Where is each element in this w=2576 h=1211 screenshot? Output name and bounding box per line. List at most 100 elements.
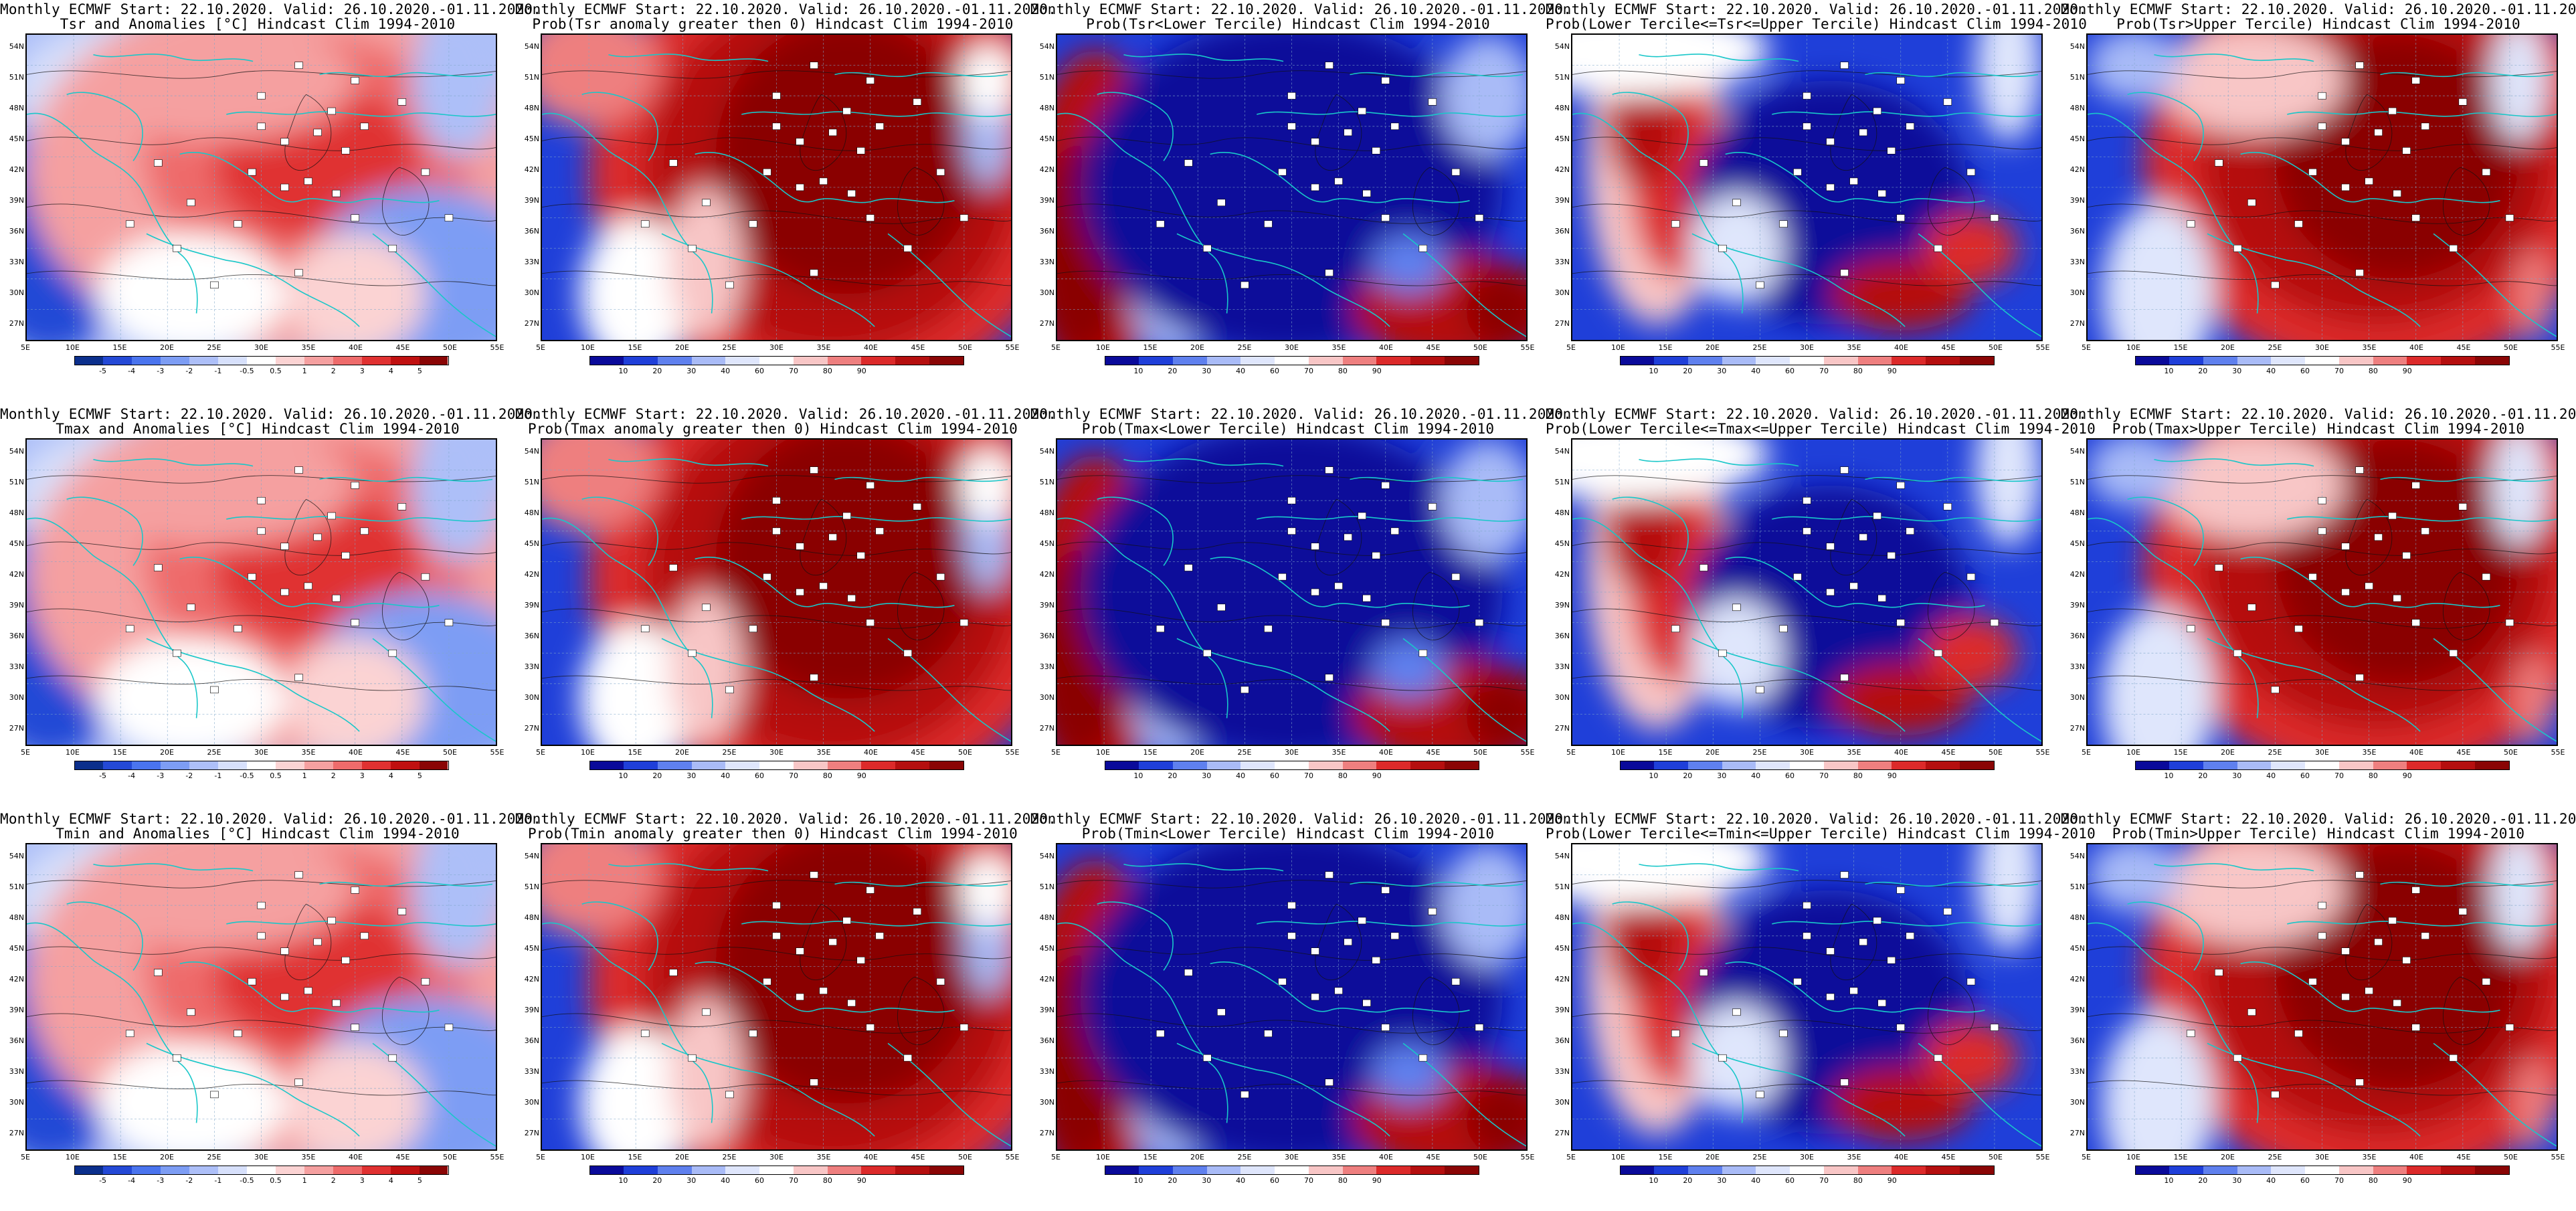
longitude-label: 15E [1658, 748, 1673, 757]
latitude-label: 42N [2069, 570, 2085, 579]
latitude-label: 39N [1554, 1006, 1570, 1014]
longitude-label: 20E [1190, 748, 1204, 757]
station-marker [2341, 993, 2350, 1001]
longitude-label: 40E [864, 748, 878, 757]
contour-line [27, 475, 496, 484]
colorbar-swatch [304, 1166, 333, 1174]
station-marker [2355, 62, 2364, 69]
latitude-label: 30N [524, 1098, 539, 1107]
colorbar-swatch [827, 761, 862, 769]
longitude-label: 20E [160, 343, 174, 352]
longitude-label: 55E [1005, 343, 1020, 352]
station-marker [1803, 496, 1811, 504]
longitude-label: 20E [675, 343, 689, 352]
contour-line [2442, 571, 2490, 640]
station-marker [2271, 686, 2280, 694]
station-marker [173, 649, 181, 657]
colorbar-swatch [1620, 357, 1655, 365]
colorbar-tick-label: 80 [1338, 771, 1348, 780]
colorbar-tick-label: 20 [652, 367, 662, 375]
latitude-label: 54N [1554, 42, 1570, 51]
latitude-label: 39N [9, 1006, 24, 1014]
station-marker [1873, 512, 1881, 520]
colorbar-swatch [275, 761, 304, 769]
contour-line [2442, 976, 2490, 1045]
coastline [661, 1042, 875, 1137]
coastline [1865, 476, 2039, 482]
panel-title-line1: Monthly ECMWF Start: 22.10.2020. Valid: … [1546, 1, 2088, 17]
colorbar-swatch [1756, 1166, 1790, 1174]
station-marker [1311, 543, 1319, 550]
latitude-label: 48N [9, 913, 24, 922]
colorbar-tick-label: 90 [1887, 1176, 1897, 1185]
colorbar-swatch [1342, 357, 1377, 365]
station-marker [421, 977, 430, 986]
station-marker [913, 503, 922, 510]
longitude-label: 50E [958, 748, 972, 757]
colorbar-swatch [1240, 761, 1275, 769]
field-region [2158, 35, 2346, 136]
coastline [1865, 72, 2039, 78]
colorbar-tick-label: -3 [157, 367, 165, 375]
longitude-label: 25E [1237, 748, 1252, 757]
station-marker [1475, 214, 1484, 221]
station-marker [280, 183, 289, 191]
longitude-label: 45E [395, 1153, 410, 1161]
station-marker [2247, 199, 2256, 207]
colorbar-tick-label: 90 [856, 771, 866, 780]
station-marker [154, 564, 163, 571]
station-marker [903, 649, 913, 657]
coastline [741, 111, 1011, 117]
station-marker [2402, 552, 2411, 559]
latitude-label: 27N [1554, 319, 1570, 328]
colorbar-tick-label: -1 [214, 771, 222, 780]
colorbar-swatch [1790, 761, 1824, 769]
station-marker [2393, 594, 2401, 602]
station-marker [210, 1091, 219, 1099]
coastline [1123, 863, 1284, 872]
colorbar [1619, 761, 1995, 770]
colorbar-swatch [861, 357, 896, 365]
panel-title-line2: Prob(Tmax>Upper Tercile) Hindcast Clim 1… [2112, 421, 2525, 437]
latitude-label: 39N [524, 196, 539, 205]
colorbar-tick-label: -4 [128, 1176, 136, 1185]
latitude-label: 54N [524, 852, 539, 860]
panel-title-line2: Prob(Tmax<Lower Tercile) Hindcast Clim 1… [1081, 421, 1495, 437]
probability-field [542, 35, 1011, 340]
longitude-label: 20E [675, 1153, 689, 1161]
latitude-label: 27N [1039, 724, 1054, 733]
contour-line [27, 270, 496, 286]
station-marker [1156, 220, 1165, 227]
colorbar-tick-label: -0.5 [240, 771, 254, 780]
longitude-label: 15E [628, 343, 642, 352]
station-marker [772, 92, 781, 100]
longitude-label: 25E [2268, 1153, 2282, 1161]
colorbar-tick-label: 80 [822, 1176, 832, 1185]
station-marker [2505, 1024, 2514, 1031]
coastline [1725, 557, 1985, 608]
colorbar-swatch [759, 357, 794, 365]
coastline [1210, 961, 1470, 1013]
longitude-label: 55E [490, 748, 504, 757]
longitude-label: 55E [1520, 748, 1535, 757]
latitude-label: 48N [524, 508, 539, 517]
latitude-label: 42N [1554, 570, 1570, 579]
forecast-map [2086, 438, 2558, 746]
coastline [1257, 921, 1526, 927]
station-marker [313, 533, 322, 541]
station-marker [2411, 887, 2420, 894]
longitude-label: 25E [1752, 1153, 1767, 1161]
colorbar-swatch [895, 357, 929, 365]
colorbar [74, 1166, 449, 1175]
field-region [715, 844, 978, 1104]
station-marker [1859, 533, 1867, 541]
latitude-label: 33N [1554, 258, 1570, 266]
forecast-panel: Monthly ECMWF Start: 22.10.2020. Valid: … [1030, 810, 1572, 1211]
station-marker [2355, 1079, 2364, 1086]
longitude-label: 35E [301, 343, 316, 352]
longitude-label: 5E [1051, 1153, 1061, 1161]
colorbar-swatch [1308, 357, 1343, 365]
colorbar-swatch [1654, 357, 1688, 365]
station-marker [1203, 649, 1212, 657]
latitude-label: 48N [9, 508, 24, 517]
